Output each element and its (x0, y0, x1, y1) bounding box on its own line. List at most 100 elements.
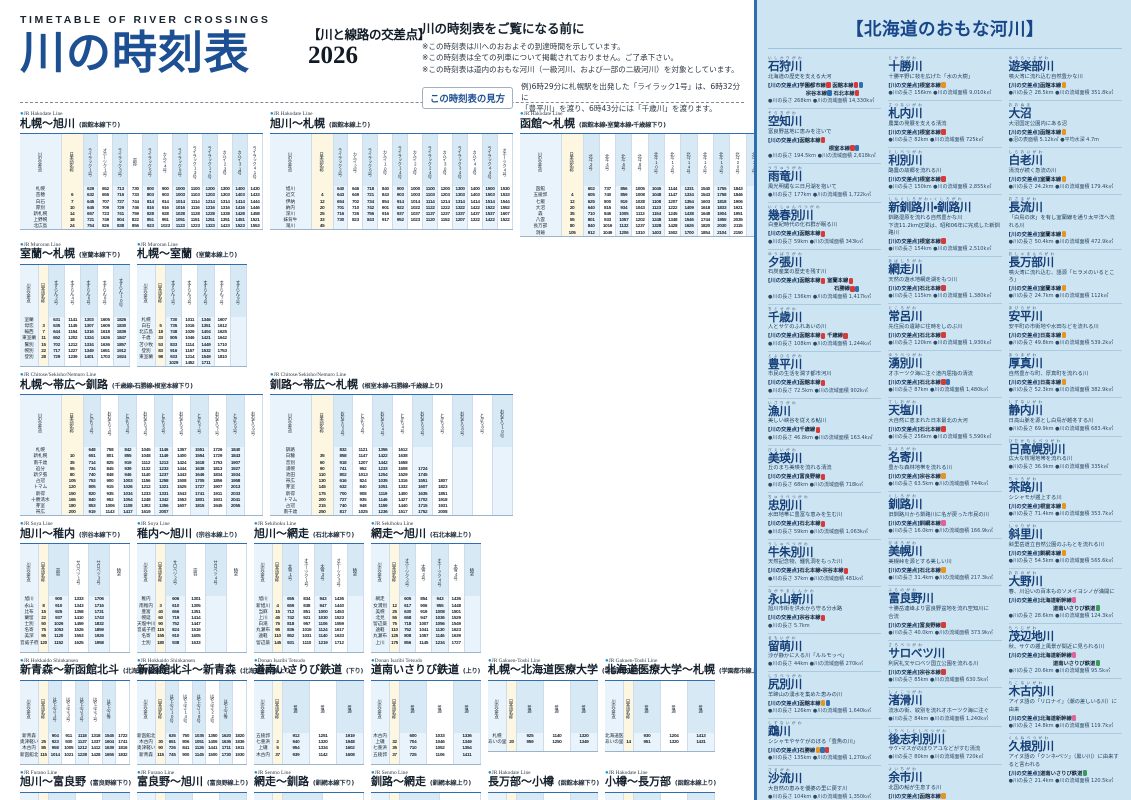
river-entry[interactable]: なよろがわ 名寄川 豊かな森林地帯を流れる川 [川の交差点]宗谷本線 ●川の長さ 63… (888, 445, 1002, 492)
river-entry[interactable]: びほろがわ 美幌川 美幌峠を源とする美しい川 [川の交差点]石北本線 ●川の長さ 31… (888, 539, 1002, 586)
timetable-time-cell: 1715 (412, 502, 434, 509)
line-color-badge (820, 747, 825, 753)
river-entry[interactable]: いくしゅんべつがわ 幾春別川 白亜紀時代の化石群が眠る川 [川の交差点]函館本線 ●川… (768, 203, 882, 250)
river-entry[interactable]: おおぬま 大沼 大沼国定公園内にある沼 [川の交差点]函館本線 ●沼の表面積 5.12… (1008, 101, 1122, 148)
river-entry[interactable]: ふらのがわ 富良野川 十勝岳連峰より富良野盆地を流れ空知川に 合流 [川の交差点]富良野… (888, 586, 1002, 641)
river-name: 千歳川 (768, 309, 802, 324)
timetable-row-entry: 滝川 45 (270, 223, 513, 230)
river-entry[interactable]: しりべしとしべつがわ 後志利別川 サケ・マスがのぼりアユなどがすむ清流 ●川の長さ 8… (888, 727, 1002, 765)
river-entry[interactable]: ながやましんかわ 永山新川 旭川市街を洪水から守る分水路 [川の交差点]宗谷本線 ●川… (768, 587, 882, 634)
timetable-time-cell: 901 (377, 204, 394, 211)
line-color-badge (1061, 332, 1066, 338)
timetable-time-cell: 1343 (68, 602, 90, 609)
river-entry[interactable]: くんねべつがわ 久根別川 アイヌ語の「クンネ・ベツ」（黒い川）に由来す ると言われる[… (1009, 734, 1122, 788)
river-ruby: ふらのがわ (888, 588, 919, 592)
river-entry[interactable]: あつまがわ 厚真川 自然豊かな町、厚真町を流れる川 [川の交差点]日高本線 ●川の長さ… (1008, 351, 1122, 398)
river-entry[interactable]: さつないがわ 札内川 農業の発展を支える清流 [川の交差点]根室本線 ●川の長さ 82… (888, 101, 1002, 148)
timetable-time-cell: 1414 (185, 614, 207, 621)
timetable-row-entry: 奥津軽いまべつ259239301137133716041741 (20, 738, 130, 746)
river-entry[interactable]: ちゅうべつがわ 忠別川 水田地帯に豊富な恵みを生む川 [川の交差点]石北本線 ●川の長… (768, 493, 882, 540)
timetable-time-cell: 1119 (372, 490, 394, 497)
river-entry[interactable]: ちゃろがわ 茶路川 シシャモが遡上する川 [川の交差点]根室本線 ●川の長さ 71.4… (1008, 475, 1122, 522)
river-crossing-station: 新青森 (20, 732, 40, 739)
river-entry[interactable]: てしおがわ 天塩川 大自然に恵まれた日本最北の大河 [川の交差点]石北本線 ●川の長さ… (888, 398, 1002, 445)
river-entry[interactable]: しずないがわ 静内川 日高山脈を源とし白鳥が越冬する川 ●川の長さ 69.9km ●川… (1008, 398, 1122, 437)
river-crossing-station: 当麻 (254, 608, 274, 615)
timetable-time-cell (347, 627, 365, 634)
timetable-time-cell: 1251 (309, 732, 337, 739)
railway-line-label: 根室本線 (919, 129, 941, 136)
river-entry[interactable]: しゃりがわ 斜里川 斜里岳道立自然公園のふもとを流れる川 [川の交差点]釧網本線 ●川… (1008, 522, 1122, 569)
river-entry[interactable]: いざりがわ 漁川 美しい峡谷を従える鮎川 [川の交差点]千歳線 ●川の長さ 46.8k… (768, 399, 882, 446)
river-entry[interactable]: おおのがわ 大野川 春、川沿いの百本ものソメイヨシノが満開に [川の交差点]北海道新幹… (1008, 569, 1122, 624)
river-entry[interactable]: しずないがわ 鵡川 シシャモやサケがのぼる「豊魚の川」 [川の交差点]石勝線 ●川の長… (768, 719, 882, 766)
river-crossing-station (20, 757, 40, 764)
river-entry[interactable]: びえいがわ 美瑛川 丘のまち美瑛を流れる清流 [川の交差点]富良野線 ●川の長さ 68… (768, 446, 882, 493)
river-name: 留萌川 (768, 638, 802, 653)
railway-line-label: 北海道新幹線 (1039, 652, 1072, 659)
timetable-time-cell: 838 (112, 223, 129, 230)
river-entry[interactable]: とかちがわ 十勝川 十勝平野に枝を広げた「水の大樹」 [川の交差点]根室本線 ●川の長… (888, 54, 1002, 101)
distance-value: 115 (38, 751, 49, 758)
line-color-badge (821, 473, 826, 480)
river-entry[interactable]: さるがわ 沙流川 大自然の恵みを優婆の里に戻す川 ●川の長さ 104km ●川の流域面… (768, 766, 881, 800)
river-entry[interactable]: しょこつがわ 渚滑川 流氷の街、紋別を流れオホーツク海に注ぐ ●川の長さ 84km ●… (888, 688, 1002, 727)
river-entry[interactable]: ゆうばりがわ 夕張川 石炭産業の歴史を残す川 [川の交差点]函館本線 室蘭本線 石勝線… (768, 250, 882, 305)
railway-line-label: 函館本線 (832, 82, 854, 89)
river-entry[interactable]: としべつがわ 利別川 酪農の故郷を流れる川 [川の交差点]根室本線 ●川の長さ 150… (888, 148, 1002, 195)
river-entry[interactable]: あばしりがわ 網走川 天然の遊水地網走湖をもつ川 [川の交差点]石北本線 ●川の長さ … (888, 257, 1002, 304)
howto-button[interactable]: この時刻表の見方 (422, 86, 514, 109)
river-entry[interactable]: そらちがわ 空知川 富良野盆地に恵みを注いで [川の交差点]函館本線 根室本線 ●川の… (768, 109, 882, 164)
distance-value (272, 732, 283, 739)
river-entry[interactable]: ゆうらっぷがわ 遊楽部川 噴火湾に流れ込む自然豊かな川 [川の交差点]函館本線 ●川の… (1008, 54, 1122, 101)
timetable-time-cell: 900 (392, 186, 409, 193)
river-entry[interactable]: ゆうべつがわ 湧別川 オホーツク海に注ぐ道内屈指の清流 [川の交差点]石北本線 ●川の… (888, 351, 1002, 398)
river-entry[interactable]: おしゃまんべがわ 長万部川 噴火湾に流れ込む、語源「ヒラメのいるところ」 [川の交差点… (1008, 250, 1122, 304)
timetable-time-cell: 1519 (185, 627, 207, 634)
river-stats: ●川の長さ 135km ●川の流域面積 1,270k㎡ (768, 755, 872, 761)
river-crossing-lines: [川の交差点]石北本線 (888, 332, 1001, 340)
timetable-time-cell: 726 (165, 745, 180, 752)
river-entry[interactable]: もへじがわ 茂辺地川 秋、サケの遡上風景が間近に見られる川 [川の交差点]北海道新幹線… (1008, 624, 1122, 679)
timetable-time-cell: 1214 (181, 353, 199, 360)
river-entry[interactable]: いしかりがわ 石狩川 北海道の歴史を支える大河 [川の交差点]学園都市線 函館本線 宗… (768, 54, 882, 109)
river-entry[interactable]: ところがわ 常呂川 先住民の遺跡に往時をしのぶ川 [川の交差点]石北本線 ●川の長さ … (888, 304, 1002, 351)
header-vertical-text: 普通 (698, 704, 704, 713)
river-description: 白亜紀時代の化石群が眠る川 (768, 222, 837, 228)
river-entry[interactable]: うりゅうがわ 雨竜川 風光明媚な三日月湖を抱いて ●川の長さ 177km ●川の流域面… (768, 164, 882, 203)
river-entry[interactable]: しりべつがわ 尻別川 羊蹄山の湧水を集めた恵みの川 [川の交差点]函館本線 ●川の長さ… (768, 672, 882, 719)
timetable-time-cell: 1026 (118, 484, 138, 491)
river-entry[interactable]: もこないがわ 木古内川 アイヌ語の「リロナイ」（潮の差しいる川）に 由来 [川の交差点]… (1008, 679, 1122, 734)
river-entry[interactable]: あびらがわ 安平川 安平町の市街地や水田などを流れる川 [川の交差点]日高本線 ●川の… (1008, 304, 1122, 351)
timetable-time-cell: 1041 (415, 627, 433, 634)
river-entry[interactable]: さろべつがわ サロベツ川 利尻礼文サロベツ国立公園を流れる川 [川の交差点]宗谷本線 … (888, 641, 1002, 688)
river-crossing-station: 厚別 (20, 204, 62, 211)
timetable-time-cell: 1126 (192, 745, 207, 752)
distance-value: 7 (38, 328, 49, 336)
river-entry[interactable]: くしろがわ 釧路川 旧釧路川から釧路川に名が戻った市民の川 [川の交差点]釧網本線 ●… (888, 492, 1002, 539)
river-entry[interactable]: とよひらがわ 豊平川 市民の生活を潤す都市河川 [川の交差点]函館本線 ●川の長さ 7… (768, 352, 882, 399)
distance-value: 3 (155, 602, 166, 609)
timetable-time-cell (472, 459, 494, 466)
timetable-time-cell: 937 (48, 614, 70, 621)
masthead-english-title: TIMETABLE OF RIVER CROSSINGS (20, 14, 271, 26)
river-crossing-station: 音威子府 (137, 627, 157, 634)
timetable-row-entry: トマム 120 805 915 1026 1212 1321 1525 1727 1907 2013 (20, 484, 264, 491)
river-entry[interactable]: るもいがわ 留萌川 沙が静かに入る川「ルルモッペ」 ●川の長さ 44km ●川の流域面… (768, 634, 882, 672)
timetable-table-wrapper: 川の交差点 日本語名称 普通 普通 普通 木古内 600 1033 1336 上磯 32 704 104… (371, 679, 482, 765)
river-crossing-station: 滝川 (270, 223, 312, 230)
timetable-time-cell (472, 453, 494, 460)
river-entry[interactable]: しんくしろがわ・くしろがわ 新釧路川・釧路川 釧路湿原を流れる自然豊かな川 下流11.… (888, 195, 1002, 257)
river-entry[interactable]: うしゅべつがわ 牛朱別川 天然記念物、鍾乳洞をもった川 [川の交差点]石北本線・宗谷本… (768, 540, 882, 587)
timetable-time-cell: 1015 (298, 627, 316, 634)
river-entry[interactable]: ちとせがわ 千歳川 人とサケのふれあいの川 [川の交差点]函館本線 千歳線 ●川の長さ… (768, 305, 882, 352)
river-entry[interactable]: おさるがわ 長流川 「白鳥の床」を有し室蘭線を通り太平洋へ流 れる川 [川の交差点]室蘭… (1008, 195, 1122, 250)
distance-value (272, 645, 283, 652)
river-entry[interactable]: しらおいがわ 白老川 清流が続く急流の川 [川の交差点]室蘭本線 ●川の長さ 24.2… (1008, 148, 1122, 195)
river-crossing-lines: 道南いさりび鉄道 (1009, 605, 1122, 613)
header-vertical-text: ライラック34号 (457, 145, 463, 179)
timetable-time-cell (226, 639, 248, 646)
river-entry[interactable]: ひだかもんべつがわ 日高幌別川 広大な牧場地帯を流れる川 ●川の長さ 36.9km ●… (1008, 437, 1122, 475)
timetable-time-cell (362, 223, 379, 230)
